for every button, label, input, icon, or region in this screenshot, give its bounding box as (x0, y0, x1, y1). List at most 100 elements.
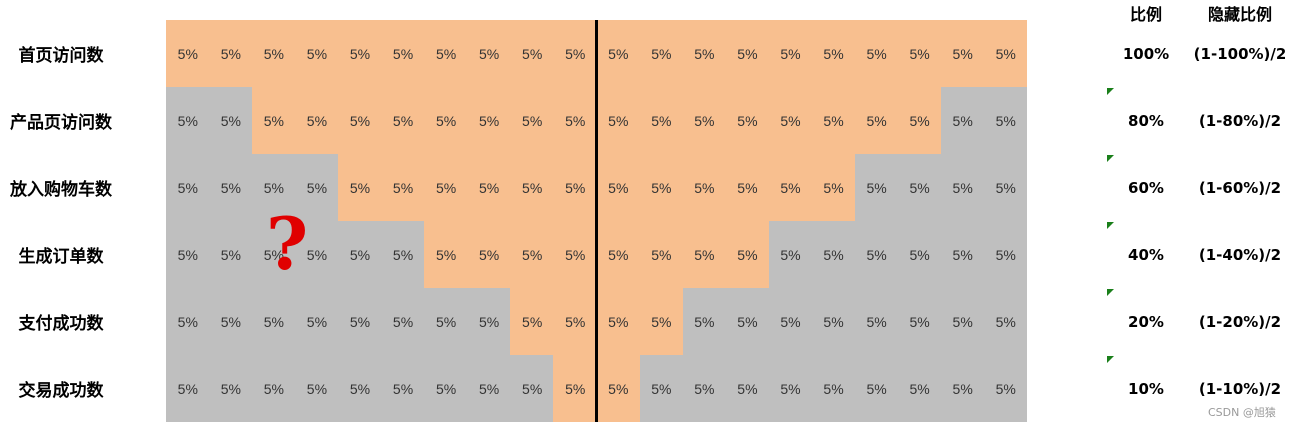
cell: 5% (338, 87, 382, 154)
cell: 5% (725, 221, 770, 288)
cell: 5% (295, 355, 339, 422)
cell: 5% (854, 355, 899, 422)
cell-marker (1107, 88, 1114, 95)
cell: 5% (682, 20, 727, 87)
cell: 5% (510, 20, 554, 87)
cell: 5% (983, 20, 1028, 87)
cell: 5% (897, 20, 942, 87)
cell: 5% (940, 221, 985, 288)
cell: 5% (811, 355, 856, 422)
cell: 5% (166, 154, 210, 221)
cell: 5% (424, 288, 468, 355)
cell: 5% (252, 20, 296, 87)
cell: 5% (854, 87, 899, 154)
cell: 5% (854, 221, 899, 288)
cell: 5% (682, 87, 727, 154)
ratio-header: 比例 (1129, 5, 1162, 24)
cell: 5% (983, 288, 1028, 355)
cell: 5% (596, 355, 641, 422)
cell: 5% (553, 87, 597, 154)
cell: 5% (381, 355, 425, 422)
watermark: CSDN @旭猿 (1208, 406, 1276, 419)
cell: 5% (467, 20, 511, 87)
cell: 5% (725, 20, 770, 87)
cell: 5% (725, 87, 770, 154)
cell: 5% (940, 20, 985, 87)
cell: 5% (596, 87, 641, 154)
cell: 5% (553, 288, 597, 355)
cell: 5% (596, 221, 641, 288)
cell: 5% (682, 288, 727, 355)
cell: 5% (166, 20, 210, 87)
cell: 5% (295, 288, 339, 355)
ratio: 100% (1122, 44, 1170, 63)
cell: 5% (209, 87, 253, 154)
cell: 5% (811, 288, 856, 355)
ratio: 10% (1128, 379, 1164, 398)
cell: 5% (940, 154, 985, 221)
cell: 5% (510, 87, 554, 154)
cell: 5% (553, 355, 597, 422)
question-mark: ? (266, 201, 309, 286)
cell: 5% (983, 221, 1028, 288)
cell: 5% (338, 221, 382, 288)
cell: 5% (510, 355, 554, 422)
center-line (595, 20, 598, 422)
cell: 5% (854, 154, 899, 221)
cell: 5% (209, 288, 253, 355)
cell: 5% (467, 154, 511, 221)
cell: 5% (553, 20, 597, 87)
cell: 5% (897, 87, 942, 154)
cell: 5% (639, 87, 684, 154)
cell: 5% (424, 20, 468, 87)
hidden-ratio: (1-60%)/2 (1198, 178, 1282, 197)
cell: 5% (338, 288, 382, 355)
cell: 5% (467, 87, 511, 154)
cell: 5% (682, 355, 727, 422)
cell: 5% (725, 355, 770, 422)
cell: 5% (682, 154, 727, 221)
cell: 5% (295, 221, 339, 288)
cell: 5% (467, 288, 511, 355)
cell: 5% (295, 154, 339, 221)
hidden-ratio-header: 隐藏比例 (1207, 5, 1272, 24)
row-label: 生成订单数 (18, 247, 104, 267)
cell: 5% (381, 221, 425, 288)
cell: 5% (639, 20, 684, 87)
cell: 5% (768, 221, 813, 288)
cell-marker (1107, 155, 1114, 162)
cell: 5% (768, 154, 813, 221)
cell: 5% (897, 288, 942, 355)
cell: 5% (940, 87, 985, 154)
cell: 5% (338, 20, 382, 87)
cell: 5% (209, 355, 253, 422)
cell: 5% (639, 355, 684, 422)
cell: 5% (768, 20, 813, 87)
cell: 5% (596, 288, 641, 355)
cell: 5% (252, 87, 296, 154)
cell: 5% (940, 355, 985, 422)
cell: 5% (295, 87, 339, 154)
cell: 5% (639, 288, 684, 355)
cell: 5% (166, 355, 210, 422)
cell: 5% (553, 221, 597, 288)
cell: 5% (381, 154, 425, 221)
cell: 5% (424, 355, 468, 422)
cell: 5% (338, 355, 382, 422)
cell: 5% (639, 154, 684, 221)
cell: 5% (295, 20, 339, 87)
cell: 5% (166, 288, 210, 355)
cell: 5% (596, 154, 641, 221)
cell: 5% (338, 154, 382, 221)
cell: 5% (768, 87, 813, 154)
row-label: 支付成功数 (18, 314, 104, 334)
cell: 5% (983, 87, 1028, 154)
cell: 5% (424, 154, 468, 221)
cell: 5% (166, 87, 210, 154)
cell: 5% (854, 288, 899, 355)
cell: 5% (897, 221, 942, 288)
ratio: 60% (1128, 178, 1164, 197)
row-label: 交易成功数 (18, 381, 104, 401)
cell: 5% (209, 154, 253, 221)
cell: 5% (940, 288, 985, 355)
